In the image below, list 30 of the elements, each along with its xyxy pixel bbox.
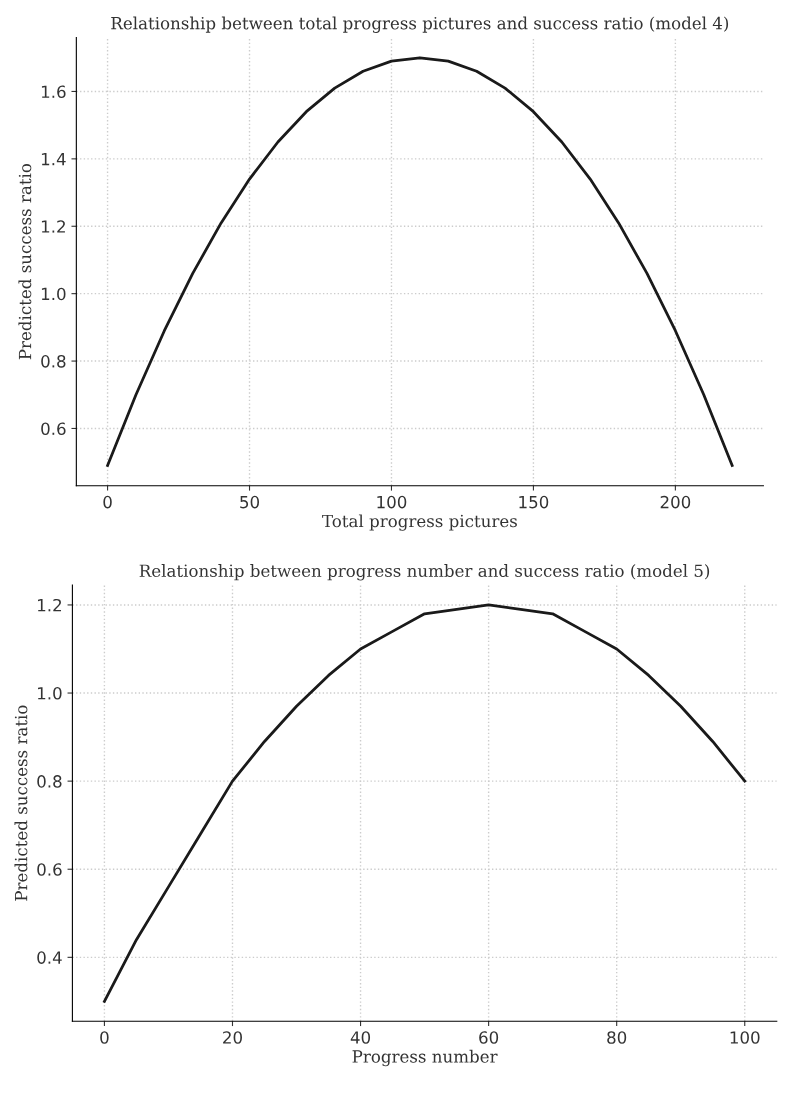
- x-tick-label: 200: [660, 495, 691, 509]
- line-series: [103, 603, 747, 1003]
- x-axis-title: Progress number: [352, 1049, 498, 1067]
- x-tick-label: 100: [730, 1031, 760, 1044]
- y-tick-label: 1.0: [38, 687, 62, 700]
- x-tick-label: 20: [223, 1031, 242, 1044]
- y-tick-label: 0.4: [37, 951, 62, 964]
- y-tick-label: 1.4: [41, 153, 66, 166]
- x-tick-label: 100: [377, 495, 407, 509]
- y-axis-title: Predicted success ratio: [14, 705, 28, 901]
- x-tick-label: 60: [479, 1031, 499, 1044]
- line-series: [106, 56, 734, 467]
- y-tick-label: 1.2: [41, 220, 65, 233]
- x-axis-title: Total progress pictures: [322, 514, 517, 531]
- x-tick-label: 150: [519, 495, 549, 509]
- y-tick-label: 0.8: [37, 775, 62, 788]
- y-tick-label: 0.8: [41, 355, 66, 368]
- x-tick-label: 50: [240, 495, 260, 509]
- x-tick-label: 40: [350, 1031, 371, 1044]
- y-axis-title: Predicted success ratio: [18, 163, 32, 360]
- chart-title: Relationship between total progress pictures and success ratio (model 4): [111, 16, 729, 33]
- y-tick-label: 0.6: [41, 422, 66, 436]
- x-tick-label: 0: [103, 495, 112, 509]
- chart-title: Relationship between progress number and success ratio (model 5): [139, 564, 710, 581]
- x-tick-label: 80: [607, 1031, 627, 1044]
- y-tick-label: 1.6: [41, 85, 66, 99]
- x-tick-label: 0: [100, 1031, 109, 1044]
- y-tick-label: 1.0: [41, 287, 66, 301]
- y-tick-label: 1.2: [38, 598, 62, 612]
- y-tick-label: 0.6: [37, 863, 62, 876]
